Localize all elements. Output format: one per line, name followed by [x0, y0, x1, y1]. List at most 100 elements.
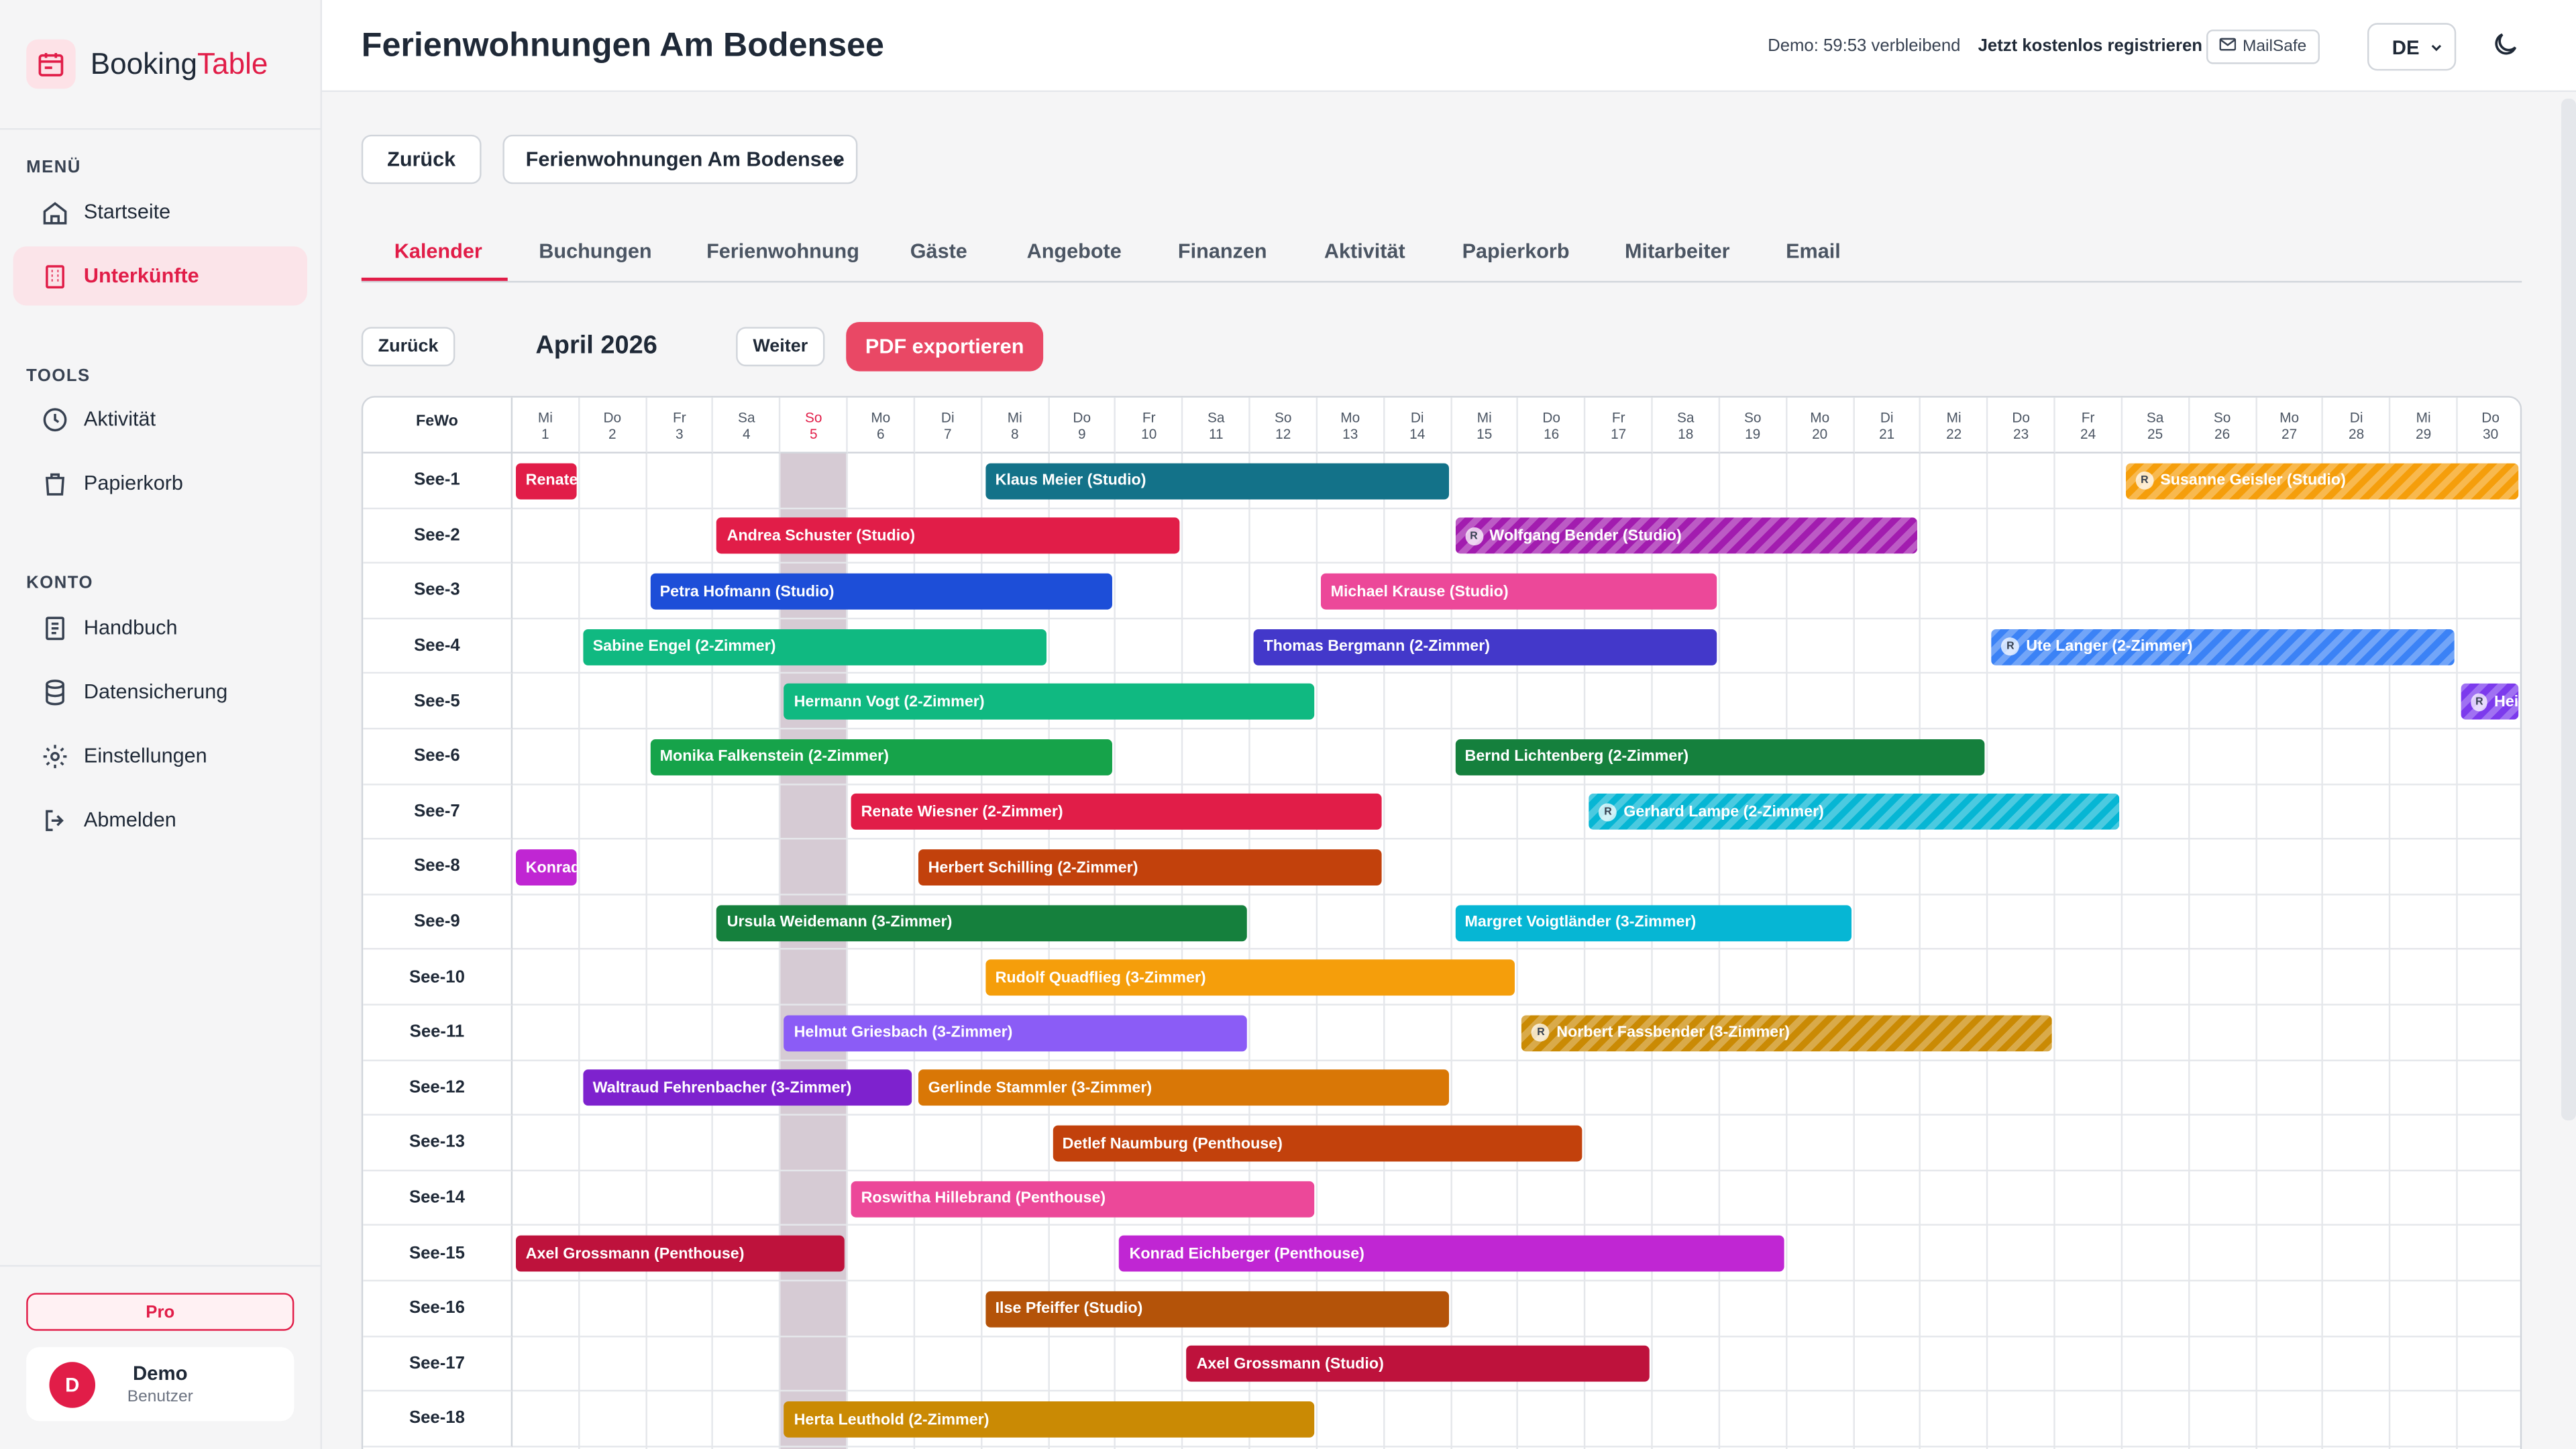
- sidebar-item-handbuch[interactable]: Handbuch: [13, 598, 307, 657]
- tab-angebote[interactable]: Angebote: [1026, 239, 1122, 263]
- tab-finanzen[interactable]: Finanzen: [1177, 239, 1267, 263]
- day-weekday: Fr: [672, 409, 686, 426]
- booking-bar[interactable]: R Ute Langer (2-Zimmer): [1991, 628, 2455, 665]
- dark-mode-toggle[interactable]: [2491, 30, 2524, 62]
- home-icon: [40, 197, 69, 227]
- day-number: 4: [743, 425, 751, 442]
- booking-bar[interactable]: Konrad: [515, 849, 577, 886]
- tab-email[interactable]: Email: [1786, 239, 1841, 263]
- booking-bar[interactable]: Margret Voigtländer (3-Zimmer): [1454, 904, 1851, 941]
- tab-aktivitaet[interactable]: Aktivität: [1324, 239, 1405, 263]
- booking-bar[interactable]: Hermann Vogt (2-Zimmer): [784, 684, 1315, 720]
- day-number: 2: [608, 425, 616, 442]
- sidebar-item-datensicherung[interactable]: Datensicherung: [13, 662, 307, 721]
- tab-mitarbeiter[interactable]: Mitarbeiter: [1625, 239, 1730, 263]
- prev-month-button[interactable]: Zurück: [361, 327, 455, 367]
- grid-line: [513, 617, 2520, 619]
- tab-buchungen[interactable]: Buchungen: [539, 239, 652, 263]
- booking-bar[interactable]: Michael Krause (Studio): [1320, 573, 1717, 610]
- logo[interactable]: BookingTable: [26, 39, 268, 89]
- brand-name: BookingTable: [91, 47, 268, 81]
- day-number: 19: [1745, 425, 1761, 442]
- booking-bar[interactable]: R Gerhard Lampe (2-Zimmer): [1589, 794, 2119, 830]
- booking-bar[interactable]: Bernd Lichtenberg (2-Zimmer): [1454, 739, 1985, 775]
- booking-bar[interactable]: Petra Hofmann (Studio): [649, 573, 1114, 610]
- booking-bar[interactable]: R Hei: [2461, 684, 2519, 720]
- day-header: So 26: [2189, 397, 2257, 453]
- booking-bar[interactable]: Rudolf Quadflieg (3-Zimmer): [985, 959, 1516, 996]
- day-number: 29: [2416, 425, 2432, 442]
- pdf-export-button[interactable]: PDF exportieren: [846, 322, 1044, 372]
- next-month-button[interactable]: Weiter: [736, 327, 825, 367]
- sidebar-item-startseite[interactable]: Startseite: [13, 182, 307, 241]
- grid-line: [513, 1059, 2520, 1061]
- language-select[interactable]: DE: [2367, 23, 2457, 71]
- booking-bar[interactable]: Helmut Griesbach (3-Zimmer): [784, 1014, 1248, 1051]
- booking-bar[interactable]: Waltraud Fehrenbacher (3-Zimmer): [582, 1070, 912, 1107]
- booking-label: Andrea Schuster (Studio): [727, 527, 916, 545]
- day-number: 25: [2147, 425, 2163, 442]
- sidebar-item-label: Unterkünfte: [83, 264, 199, 288]
- sidebar-item-einstellungen[interactable]: Einstellungen: [13, 726, 307, 785]
- user-card[interactable]: D Demo Benutzer: [26, 1347, 294, 1421]
- booking-bar[interactable]: Detlef Naumburg (Penthouse): [1052, 1125, 1582, 1162]
- booking-bar[interactable]: Axel Grossmann (Studio): [1186, 1346, 1650, 1383]
- day-weekday: Sa: [738, 409, 755, 426]
- sidebar-item-aktivitaet[interactable]: Aktivität: [13, 389, 307, 448]
- booking-label: Hermann Vogt (2-Zimmer): [794, 692, 985, 711]
- day-number: 20: [1812, 425, 1828, 442]
- row-label: See-16: [363, 1281, 513, 1337]
- row-label: See-1: [363, 453, 513, 509]
- booking-bar[interactable]: Ursula Weidemann (3-Zimmer): [716, 904, 1248, 941]
- sidebar-item-unterkuenfte[interactable]: Unterkünfte: [13, 246, 307, 306]
- day-header: Mo 6: [848, 397, 916, 453]
- tab-kalender[interactable]: Kalender: [394, 239, 482, 263]
- booking-bar[interactable]: Thomas Bergmann (2-Zimmer): [1253, 628, 1717, 665]
- property-select[interactable]: Ferienwohnungen Am Bodensee: [502, 134, 858, 184]
- booking-bar[interactable]: Sabine Engel (2-Zimmer): [582, 628, 1046, 665]
- booking-bar[interactable]: Klaus Meier (Studio): [985, 463, 1449, 499]
- day-header: Sa 11: [1183, 397, 1250, 453]
- booking-bar[interactable]: Renate: [515, 463, 577, 499]
- tab-papierkorb[interactable]: Papierkorb: [1462, 239, 1570, 263]
- user-role: Benutzer: [127, 1388, 193, 1407]
- sidebar-item-papierkorb[interactable]: Papierkorb: [13, 453, 307, 513]
- booking-bar[interactable]: Herbert Schilling (2-Zimmer): [918, 849, 1382, 886]
- sidebar-item-label: Startseite: [83, 200, 171, 224]
- day-header: Do 23: [1988, 397, 2055, 453]
- plan-badge[interactable]: Pro: [26, 1293, 294, 1331]
- booking-bar[interactable]: Konrad Eichberger (Penthouse): [1119, 1236, 1784, 1272]
- booking-bar[interactable]: Herta Leuthold (2-Zimmer): [784, 1401, 1315, 1438]
- language-value: DE: [2392, 35, 2420, 58]
- chevron-down-icon: [830, 151, 846, 174]
- booking-bar[interactable]: Ilse Pfeiffer (Studio): [985, 1291, 1449, 1328]
- tab-ferienwohnung[interactable]: Ferienwohnung: [706, 239, 859, 263]
- booking-bar[interactable]: Renate Wiesner (2-Zimmer): [851, 794, 1382, 830]
- register-link[interactable]: Jetzt kostenlos registrieren: [1978, 36, 2202, 56]
- grid-line: [1248, 453, 1250, 1449]
- active-tab-indicator: [361, 277, 508, 281]
- day-weekday: Do: [603, 409, 622, 426]
- day-header: Fr 24: [2055, 397, 2123, 453]
- day-weekday: Di: [1880, 409, 1894, 426]
- page-scrollbar[interactable]: [2561, 98, 2576, 1121]
- booking-bar[interactable]: Axel Grossmann (Penthouse): [515, 1236, 845, 1272]
- booking-bar[interactable]: Andrea Schuster (Studio): [716, 518, 1181, 555]
- booking-bar[interactable]: R Norbert Fassbender (3-Zimmer): [1521, 1014, 2052, 1051]
- booking-bar[interactable]: R Wolfgang Bender (Studio): [1454, 518, 1918, 555]
- row-label: See-15: [363, 1226, 513, 1282]
- row-label: See-5: [363, 674, 513, 730]
- booking-bar[interactable]: Roswitha Hillebrand (Penthouse): [851, 1180, 1315, 1217]
- booking-bar[interactable]: Gerlinde Stammler (3-Zimmer): [918, 1070, 1449, 1107]
- day-header: Mo 27: [2256, 397, 2324, 453]
- sidebar-item-label: Datensicherung: [83, 680, 228, 704]
- tab-gaeste[interactable]: Gäste: [910, 239, 967, 263]
- booking-bar[interactable]: Monika Falkenstein (2-Zimmer): [649, 739, 1114, 775]
- day-header: Do 2: [580, 397, 647, 453]
- booking-bar[interactable]: R Susanne Geisler (Studio): [2125, 463, 2519, 499]
- sidebar-item-abmelden[interactable]: Abmelden: [13, 790, 307, 849]
- grid-line: [513, 672, 2520, 675]
- day-number: 7: [943, 425, 952, 442]
- back-button[interactable]: Zurück: [361, 134, 482, 184]
- mailsafe-button[interactable]: MailSafe: [2206, 30, 2320, 64]
